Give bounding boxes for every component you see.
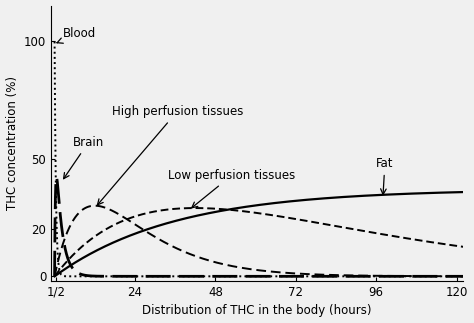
Text: Brain: Brain bbox=[64, 136, 104, 179]
Text: High perfusion tissues: High perfusion tissues bbox=[98, 105, 243, 205]
Text: Fat: Fat bbox=[376, 157, 393, 194]
X-axis label: Distribution of THC in the body (hours): Distribution of THC in the body (hours) bbox=[143, 305, 372, 318]
Y-axis label: THC concentration (%): THC concentration (%) bbox=[6, 76, 18, 210]
Text: Low perfusion tissues: Low perfusion tissues bbox=[168, 169, 296, 208]
Text: Blood: Blood bbox=[57, 27, 96, 43]
